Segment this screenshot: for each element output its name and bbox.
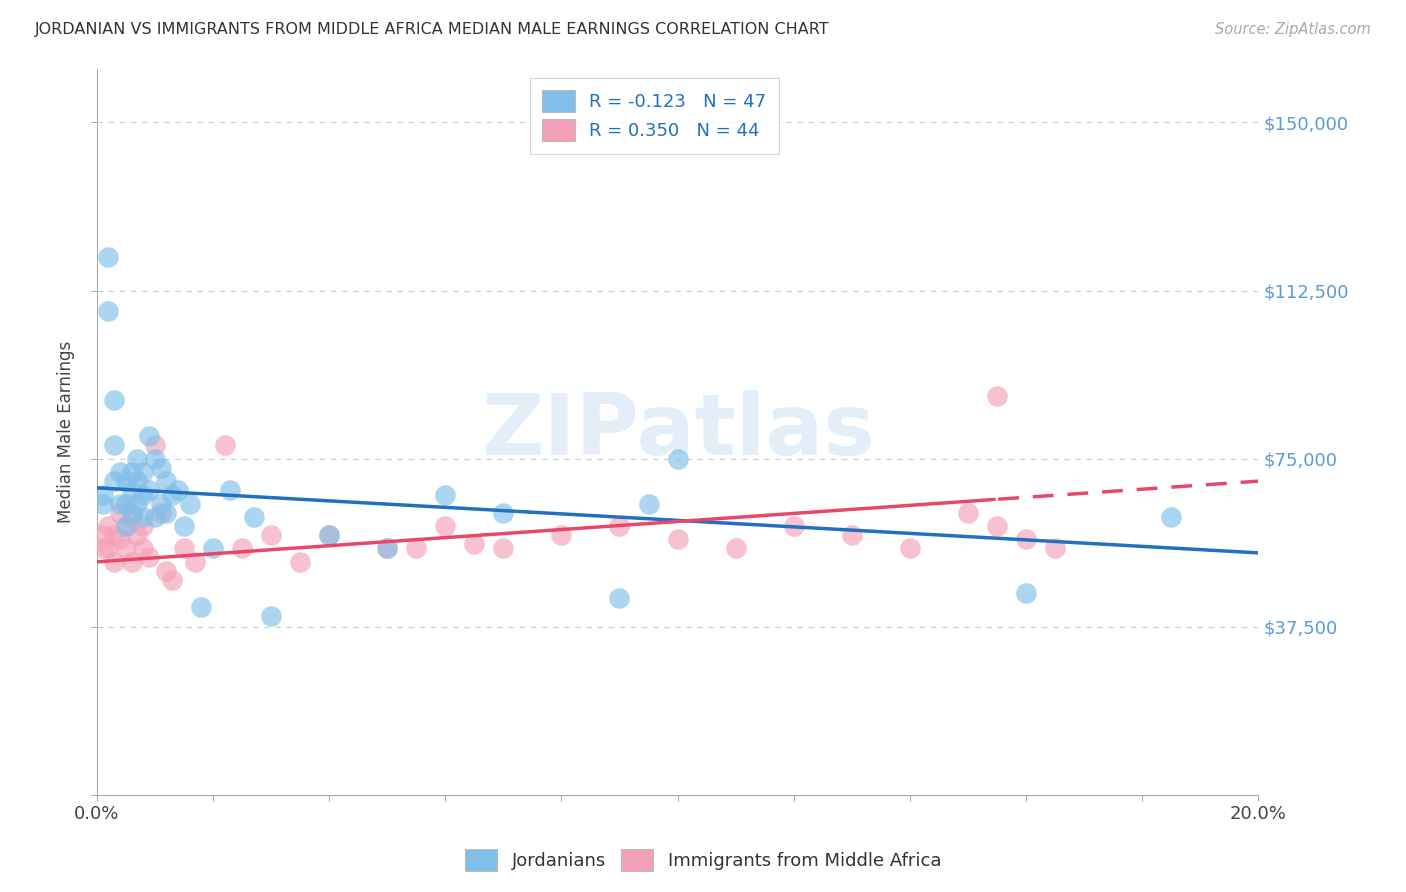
Point — [231, 541, 253, 556]
Point — [666, 451, 689, 466]
Point — [108, 533, 131, 547]
Point — [155, 564, 177, 578]
Point — [1160, 510, 1182, 524]
Point — [956, 506, 979, 520]
Point — [114, 497, 136, 511]
Point — [103, 393, 125, 408]
Point — [149, 460, 172, 475]
Point — [155, 506, 177, 520]
Point — [434, 487, 457, 501]
Point — [149, 506, 172, 520]
Legend: R = -0.123   N = 47, R = 0.350   N = 44: R = -0.123 N = 47, R = 0.350 N = 44 — [530, 78, 779, 154]
Point — [127, 497, 149, 511]
Point — [103, 555, 125, 569]
Point — [609, 519, 631, 533]
Point — [91, 487, 114, 501]
Point — [260, 528, 283, 542]
Legend: Jordanians, Immigrants from Middle Africa: Jordanians, Immigrants from Middle Afric… — [458, 842, 948, 879]
Point — [160, 487, 183, 501]
Point — [91, 497, 114, 511]
Point — [986, 519, 1008, 533]
Y-axis label: Median Male Earnings: Median Male Earnings — [58, 341, 75, 523]
Point — [108, 506, 131, 520]
Point — [97, 519, 120, 533]
Point — [138, 483, 160, 497]
Text: JORDANIAN VS IMMIGRANTS FROM MIDDLE AFRICA MEDIAN MALE EARNINGS CORRELATION CHAR: JORDANIAN VS IMMIGRANTS FROM MIDDLE AFRI… — [35, 22, 830, 37]
Point — [666, 533, 689, 547]
Point — [179, 497, 201, 511]
Point — [121, 510, 143, 524]
Point — [173, 519, 195, 533]
Point — [132, 487, 155, 501]
Point — [318, 528, 340, 542]
Point — [97, 250, 120, 264]
Point — [132, 519, 155, 533]
Point — [550, 528, 572, 542]
Point — [155, 474, 177, 488]
Point — [898, 541, 921, 556]
Point — [127, 474, 149, 488]
Point — [173, 541, 195, 556]
Point — [184, 555, 207, 569]
Point — [167, 483, 190, 497]
Point — [492, 541, 515, 556]
Point — [132, 465, 155, 479]
Point — [97, 541, 120, 556]
Point — [138, 550, 160, 565]
Point — [103, 528, 125, 542]
Point — [143, 438, 166, 452]
Text: ZIPatlas: ZIPatlas — [481, 391, 875, 474]
Point — [108, 465, 131, 479]
Point — [609, 591, 631, 605]
Point — [108, 497, 131, 511]
Text: Source: ZipAtlas.com: Source: ZipAtlas.com — [1215, 22, 1371, 37]
Point — [318, 528, 340, 542]
Point — [375, 541, 398, 556]
Point — [121, 506, 143, 520]
Point — [114, 474, 136, 488]
Point — [114, 519, 136, 533]
Point — [201, 541, 224, 556]
Point — [103, 474, 125, 488]
Point — [121, 555, 143, 569]
Point — [160, 573, 183, 587]
Point — [143, 510, 166, 524]
Point — [260, 608, 283, 623]
Point — [463, 537, 485, 551]
Point — [138, 429, 160, 443]
Point — [114, 541, 136, 556]
Point — [127, 451, 149, 466]
Point — [127, 528, 149, 542]
Point — [637, 497, 659, 511]
Point — [841, 528, 863, 542]
Point — [214, 438, 236, 452]
Point — [375, 541, 398, 556]
Point — [132, 541, 155, 556]
Point — [190, 599, 212, 614]
Point — [91, 541, 114, 556]
Point — [149, 497, 172, 511]
Point — [1043, 541, 1066, 556]
Point — [724, 541, 747, 556]
Point — [986, 389, 1008, 403]
Point — [288, 555, 311, 569]
Point — [492, 506, 515, 520]
Point — [1015, 586, 1038, 600]
Point — [121, 483, 143, 497]
Point — [132, 510, 155, 524]
Point — [114, 519, 136, 533]
Point — [242, 510, 264, 524]
Point — [219, 483, 242, 497]
Point — [1015, 533, 1038, 547]
Point — [121, 465, 143, 479]
Point — [97, 303, 120, 318]
Point — [405, 541, 427, 556]
Point — [103, 438, 125, 452]
Point — [143, 451, 166, 466]
Point — [434, 519, 457, 533]
Point — [91, 528, 114, 542]
Point — [783, 519, 806, 533]
